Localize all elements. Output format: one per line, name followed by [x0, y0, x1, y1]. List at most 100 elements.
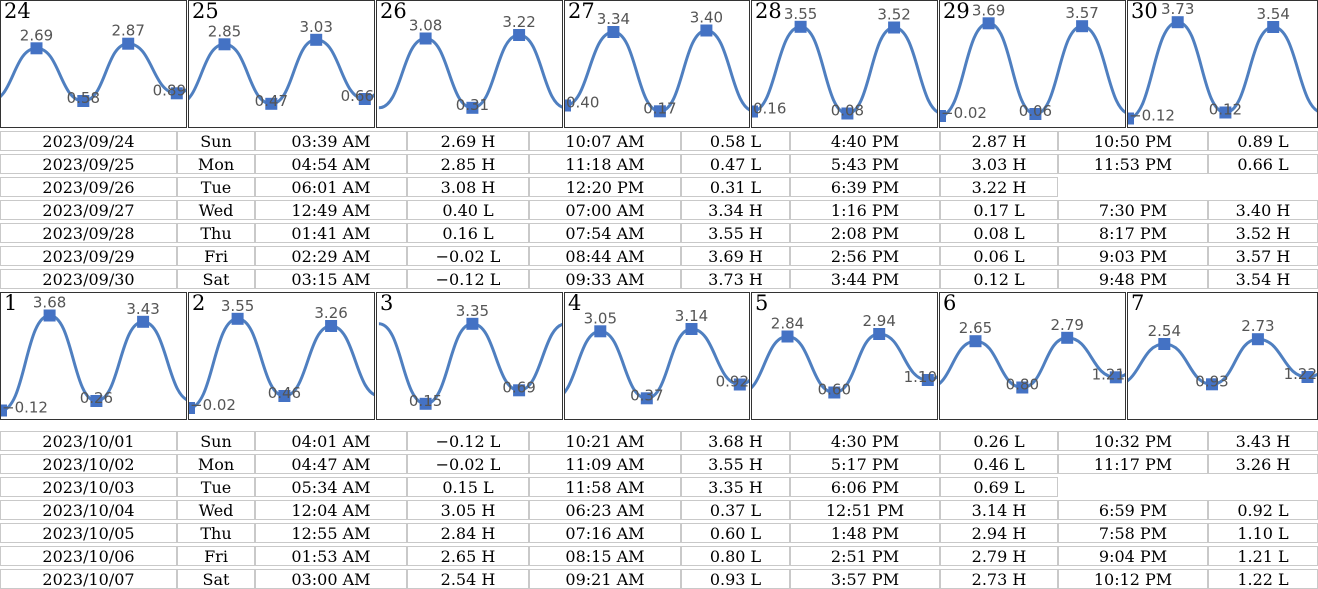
tide-point-marker [781, 330, 794, 343]
table-cell: 3.69 H [681, 246, 790, 266]
tide-point-marker [685, 323, 698, 335]
table-cell: 3.57 H [1208, 246, 1318, 266]
table-cell: 1:16 PM [790, 200, 940, 220]
table-cell: 5:17 PM [790, 454, 940, 474]
table-cell: 2:08 PM [790, 223, 940, 243]
table-cell: 06:23 AM [529, 500, 681, 520]
table-cell: 3:57 PM [790, 569, 940, 589]
tide-point-marker [30, 42, 43, 55]
table-cell: 0.89 L [1208, 131, 1318, 151]
table-cell: 1.10 L [1208, 523, 1318, 543]
tide-point-marker [607, 26, 620, 38]
table-cell: 10:50 PM [1058, 131, 1208, 151]
tide-point-marker [513, 29, 526, 41]
tide-value-label: 0.37 [630, 386, 663, 404]
table-cell: 10:21 AM [529, 431, 681, 451]
tide-value-label: 0.93 [1195, 372, 1228, 390]
table-cell: 2023/10/06 [0, 546, 177, 566]
tide-value-label: 0.26 [80, 389, 113, 407]
table-cell: 0.47 L [681, 154, 790, 174]
table-cell: 1:48 PM [790, 523, 940, 543]
table-cell: 0.12 L [940, 269, 1058, 289]
table-cell: 0.15 L [407, 477, 529, 497]
table-cell: 02:29 AM [255, 246, 407, 266]
tide-value-label: 0.89 [153, 81, 186, 99]
table-cell: 07:54 AM [529, 223, 681, 243]
tide-point-marker [565, 99, 571, 112]
table-cell: 3.68 H [681, 431, 790, 451]
table-cell: 2023/10/05 [0, 523, 177, 543]
tide-point-marker [419, 397, 432, 410]
table-cell: 04:01 AM [255, 431, 407, 451]
table-cell: 3.05 H [407, 500, 529, 520]
table-cell: 9:03 PM [1058, 246, 1208, 266]
tide-curve-chart: −0.02 3.55 0.46 3.26 [189, 297, 374, 414]
day-number: 25 [192, 0, 219, 23]
tide-point-marker [888, 21, 901, 34]
tide-series-line [940, 336, 1125, 390]
tide-value-label: 0.31 [456, 96, 489, 114]
tide-value-label: 2.84 [771, 315, 804, 333]
tide-value-label: 3.05 [584, 309, 617, 327]
table-cell: 3.40 H [1208, 200, 1318, 220]
tide-point-marker [969, 335, 982, 348]
tide-value-label: 2.79 [1050, 316, 1083, 334]
tide-day-panel: 6 2.65 0.80 2.79 1.21 [939, 292, 1126, 420]
table-cell: 4:30 PM [790, 431, 940, 451]
tide-point-marker [43, 309, 56, 322]
table-cell: 6:59 PM [1058, 500, 1208, 520]
tide-value-label: 3.68 [33, 294, 66, 312]
day-number: 24 [4, 0, 31, 23]
table-cell: 2023/10/07 [0, 569, 177, 589]
table-cell: 3.52 H [1208, 223, 1318, 243]
table-cell: 09:33 AM [529, 269, 681, 289]
table-cell: 2:56 PM [790, 246, 940, 266]
day-number: 27 [568, 0, 595, 23]
table-cell: 3:44 PM [790, 269, 940, 289]
tide-chart-row-week-1: 24 2.69 0.58 2.87 0.89 25 2.85 0.47 3.03 0.66 26 3.… [0, 0, 1318, 130]
table-cell: 11:17 PM [1058, 454, 1208, 474]
table-cell: Sun [177, 431, 255, 451]
tide-value-label: 0.06 [1019, 102, 1052, 120]
table-cell: 07:16 AM [529, 523, 681, 543]
table-cell: 8:17 PM [1058, 223, 1208, 243]
table-cell: 3.22 H [940, 177, 1058, 197]
tide-value-label: 3.55 [784, 5, 817, 23]
tide-point-marker [921, 374, 934, 386]
tide-day-panel: 7 2.54 0.93 2.73 1.22 [1127, 292, 1318, 420]
tide-curve-chart: 2.85 0.47 3.03 0.66 [189, 18, 374, 110]
tide-point-marker [594, 325, 607, 338]
tide-value-label: −0.02 [190, 396, 236, 414]
table-cell: 2.73 H [940, 569, 1058, 589]
table-cell: Mon [177, 154, 255, 174]
day-number: 6 [943, 292, 957, 315]
table-cell: 0.08 L [940, 223, 1058, 243]
table-cell: 9:04 PM [1058, 546, 1208, 566]
table-row: 2023/09/28 Thu 01:41 AM 0.16 L 07:54 AM 3.55 … [0, 223, 1318, 243]
table-cell: Fri [177, 246, 255, 266]
table-cell: −0.12 L [407, 269, 529, 289]
tide-value-label: 3.55 [221, 297, 254, 315]
table-cell: 10:07 AM [529, 131, 681, 151]
table-row: 2023/09/30 Sat 03:15 AM −0.12 L 09:33 AM 3.73… [0, 269, 1318, 289]
table-cell: Mon [177, 454, 255, 474]
table-cell: 2.65 H [407, 546, 529, 566]
tide-value-label: 3.08 [409, 17, 442, 35]
table-cell: 01:41 AM [255, 223, 407, 243]
table-cell: 4:40 PM [790, 131, 940, 151]
tide-series-line [565, 327, 749, 400]
tide-point-marker [137, 315, 150, 328]
tide-point-marker [940, 110, 946, 122]
table-row: 2023/10/03 Tue 05:34 AM 0.15 L 11:58 AM 3.35 … [0, 477, 1318, 497]
tide-day-panel: 3 0.15 3.35 0.69 [376, 292, 563, 420]
table-cell: Tue [177, 477, 255, 497]
day-number: 29 [943, 0, 970, 23]
table-cell: 3.14 H [940, 500, 1058, 520]
tide-point-marker [513, 384, 526, 397]
table-cell: 08:44 AM [529, 246, 681, 266]
tide-series-line [752, 25, 937, 116]
tide-point-marker [189, 402, 195, 414]
table-cell: 0.17 L [940, 200, 1058, 220]
table-row: 2023/09/25 Mon 04:54 AM 2.85 H 11:18 AM 0.47 … [0, 154, 1318, 174]
tide-curve-chart: 0.40 3.34 0.17 3.40 [565, 9, 749, 118]
